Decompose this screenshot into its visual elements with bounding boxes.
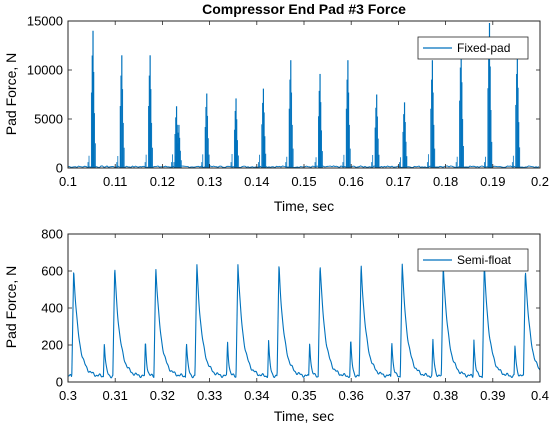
force-spike	[314, 73, 323, 168]
y-axis-label: Pad Force, N	[3, 266, 19, 348]
y-tick-label: 0	[56, 375, 63, 390]
force-spike	[230, 98, 239, 168]
x-tick-label: 0.16	[339, 174, 364, 189]
legend-top: Fixed-pad	[417, 36, 529, 60]
x-tick-label: 0.36	[339, 388, 364, 403]
force-spike	[116, 55, 125, 168]
force-spike	[426, 60, 436, 168]
y-tick-label: 10000	[27, 63, 63, 78]
force-spike	[258, 88, 267, 168]
chart-title: Compressor End Pad #3 Force	[202, 1, 406, 17]
y-tick-label: 0	[56, 161, 63, 176]
legend-bottom: Semi-float	[417, 248, 529, 272]
x-ticks-top: 0.1 0.11 0.12 0.13 0.14 0.15 0.16 0.17 0.18 0.19 0…	[59, 21, 549, 189]
force-spike	[173, 124, 182, 168]
y-ticks-top: 0 5000 10000 15000	[27, 14, 540, 176]
x-tick-label: 0.13	[197, 174, 222, 189]
x-tick-label: 0.39	[480, 388, 505, 403]
x-tick-label: 0.4	[531, 388, 549, 403]
force-spike	[201, 93, 210, 168]
force-spike	[285, 60, 294, 168]
x-tick-label: 0.31	[103, 388, 128, 403]
series-semi-float	[67, 263, 541, 379]
x-tick-label: 0.3	[59, 388, 77, 403]
force-spike	[342, 60, 351, 168]
force-spike	[455, 45, 464, 168]
x-tick-label: 0.14	[244, 174, 269, 189]
legend-box	[417, 248, 529, 272]
force-spike	[399, 102, 408, 168]
y-tick-label: 200	[41, 338, 63, 353]
x-axis-label: Time, sec	[274, 198, 334, 214]
force-trace	[67, 263, 541, 379]
y-tick-label: 5000	[34, 112, 63, 127]
y-tick-label: 800	[41, 227, 63, 242]
x-tick-label: 0.37	[386, 388, 411, 403]
y-tick-label: 15000	[27, 14, 63, 29]
legend-label-fixed-pad: Fixed-pad	[457, 41, 510, 55]
x-tick-label: 0.1	[59, 174, 77, 189]
x-tick-label: 0.17	[386, 174, 411, 189]
x-tick-label: 0.33	[197, 388, 222, 403]
x-tick-label: 0.38	[433, 388, 458, 403]
legend-label-semi-float: Semi-float	[457, 253, 512, 267]
x-axis-label: Time, sec	[274, 408, 334, 424]
x-tick-label: 0.15	[291, 174, 316, 189]
x-tick-label: 0.12	[150, 174, 175, 189]
force-spike	[371, 94, 380, 168]
chart-semi-float: 0.3 0.31 0.32 0.33 0.34 0.35 0.36 0.37 0.38 0.39 0…	[3, 227, 549, 425]
x-tick-label: 0.2	[531, 174, 549, 189]
legend-box	[417, 36, 529, 60]
y-tick-label: 600	[41, 264, 63, 279]
y-tick-label: 400	[41, 301, 63, 316]
force-spike	[511, 53, 521, 168]
x-tick-label: 0.34	[244, 388, 269, 403]
series-fixed-pad	[67, 22, 540, 169]
x-tick-label: 0.11	[103, 174, 127, 189]
chart-fixed-pad: Compressor End Pad #3 Force 0.1 0.11 0.12 0…	[3, 1, 549, 214]
x-tick-label: 0.32	[150, 388, 175, 403]
y-ticks-bottom: 0 200 400 600 800	[41, 227, 540, 390]
force-spike	[144, 55, 153, 168]
x-tick-label: 0.18	[433, 174, 458, 189]
y-axis-label: Pad Force, N	[3, 53, 19, 135]
x-tick-label: 0.19	[480, 174, 505, 189]
force-spike	[87, 30, 96, 168]
x-ticks-bottom: 0.3 0.31 0.32 0.33 0.34 0.35 0.36 0.37 0.38 0.39 0…	[59, 234, 549, 403]
x-tick-label: 0.35	[291, 388, 316, 403]
